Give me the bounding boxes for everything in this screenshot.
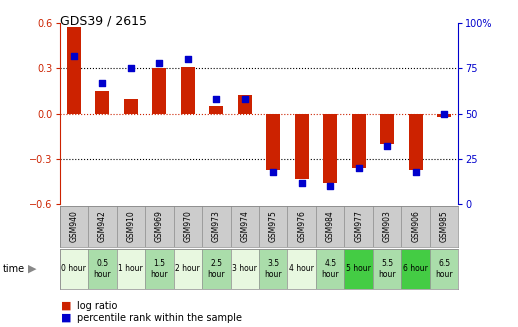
Bar xyxy=(231,249,259,289)
Text: 0.5
hour: 0.5 hour xyxy=(93,259,111,279)
Text: ▶: ▶ xyxy=(28,264,36,274)
Bar xyxy=(323,113,337,183)
Text: GSM903: GSM903 xyxy=(383,211,392,242)
Text: percentile rank within the sample: percentile rank within the sample xyxy=(77,313,242,323)
Bar xyxy=(145,206,174,247)
Bar xyxy=(373,206,401,247)
Point xyxy=(354,165,363,171)
Bar xyxy=(401,249,430,289)
Bar xyxy=(174,249,202,289)
Text: log ratio: log ratio xyxy=(77,301,117,311)
Point xyxy=(411,169,420,174)
Bar xyxy=(409,113,423,170)
Bar xyxy=(231,206,259,247)
Text: 4.5
hour: 4.5 hour xyxy=(321,259,339,279)
Point xyxy=(440,111,449,116)
Point xyxy=(183,57,192,62)
Bar xyxy=(88,249,117,289)
Text: GSM906: GSM906 xyxy=(411,211,420,242)
Bar xyxy=(344,249,373,289)
Text: 3 hour: 3 hour xyxy=(232,265,257,273)
Bar xyxy=(287,206,316,247)
Bar xyxy=(124,98,138,113)
Text: GSM969: GSM969 xyxy=(155,211,164,242)
Bar xyxy=(287,249,316,289)
Text: GSM973: GSM973 xyxy=(212,211,221,242)
Bar xyxy=(316,206,344,247)
Text: GSM974: GSM974 xyxy=(240,211,249,242)
Text: GSM975: GSM975 xyxy=(269,211,278,242)
Bar xyxy=(430,249,458,289)
Text: GSM976: GSM976 xyxy=(297,211,306,242)
Bar xyxy=(238,95,252,113)
Text: 0 hour: 0 hour xyxy=(61,265,87,273)
Bar xyxy=(117,206,145,247)
Point xyxy=(212,96,221,102)
Bar xyxy=(95,91,109,113)
Bar xyxy=(430,206,458,247)
Bar xyxy=(259,249,287,289)
Bar xyxy=(152,68,166,113)
Text: GSM985: GSM985 xyxy=(440,211,449,242)
Text: GDS39 / 2615: GDS39 / 2615 xyxy=(60,15,147,28)
Bar xyxy=(344,206,373,247)
Point xyxy=(240,96,249,102)
Bar xyxy=(181,67,195,113)
Text: time: time xyxy=(3,264,25,274)
Point xyxy=(383,144,392,149)
Text: ■: ■ xyxy=(61,301,71,311)
Bar xyxy=(174,206,202,247)
Text: GSM910: GSM910 xyxy=(126,211,135,242)
Bar xyxy=(60,249,88,289)
Text: 2.5
hour: 2.5 hour xyxy=(207,259,225,279)
Bar xyxy=(202,206,231,247)
Bar xyxy=(316,249,344,289)
Bar xyxy=(295,113,309,179)
Text: 4 hour: 4 hour xyxy=(289,265,314,273)
Point xyxy=(297,180,306,185)
Bar xyxy=(259,206,287,247)
Bar xyxy=(401,206,430,247)
Point xyxy=(155,60,164,65)
Bar xyxy=(145,249,174,289)
Text: 5.5
hour: 5.5 hour xyxy=(378,259,396,279)
Text: 3.5
hour: 3.5 hour xyxy=(264,259,282,279)
Text: GSM940: GSM940 xyxy=(69,211,78,242)
Bar xyxy=(88,206,117,247)
Text: GSM984: GSM984 xyxy=(326,211,335,242)
Text: ■: ■ xyxy=(61,313,71,323)
Text: 1.5
hour: 1.5 hour xyxy=(150,259,168,279)
Text: 6 hour: 6 hour xyxy=(403,265,428,273)
Point xyxy=(326,183,335,189)
Bar xyxy=(67,27,81,113)
Bar xyxy=(202,249,231,289)
Text: 6.5
hour: 6.5 hour xyxy=(435,259,453,279)
Bar xyxy=(60,206,88,247)
Bar xyxy=(373,249,401,289)
Bar xyxy=(352,113,366,168)
Text: GSM977: GSM977 xyxy=(354,211,363,242)
Text: 1 hour: 1 hour xyxy=(119,265,143,273)
Bar xyxy=(266,113,280,170)
Point xyxy=(69,53,78,58)
Bar xyxy=(117,249,145,289)
Point xyxy=(98,80,107,85)
Point xyxy=(269,169,278,174)
Text: 5 hour: 5 hour xyxy=(346,265,371,273)
Text: GSM970: GSM970 xyxy=(183,211,192,242)
Text: 2 hour: 2 hour xyxy=(176,265,200,273)
Bar xyxy=(380,113,394,144)
Bar xyxy=(209,106,223,113)
Point xyxy=(126,66,135,71)
Text: GSM942: GSM942 xyxy=(98,211,107,242)
Bar xyxy=(437,113,451,117)
